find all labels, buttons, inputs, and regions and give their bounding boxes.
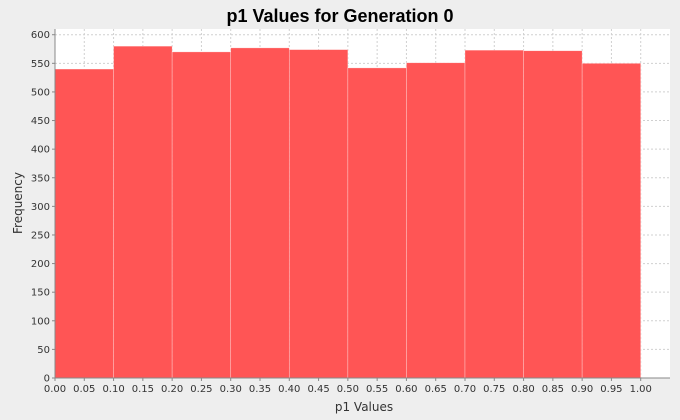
x-tick-label: 0.15: [132, 384, 154, 395]
histogram-bar: [464, 49, 524, 379]
histogram-bar: [347, 67, 407, 379]
y-tick-label: 400: [31, 145, 50, 156]
x-axis-ticks: 0.00 0.05 0.10 0.15 0.20 0.25 0.30 0.35 0.40 0.45…: [44, 378, 652, 395]
histogram-bar: [113, 45, 173, 379]
x-tick-label: 0.00: [44, 384, 66, 395]
x-tick-label: 0.90: [571, 384, 593, 395]
histogram-bar: [288, 49, 349, 379]
x-tick-label: 0.70: [454, 384, 476, 395]
y-tick-label: 450: [31, 116, 50, 127]
histogram-bar: [230, 47, 290, 379]
histogram-bar: [523, 50, 583, 379]
x-tick-label: 0.20: [161, 384, 183, 395]
x-tick-label: 0.80: [512, 384, 534, 395]
x-tick-label: 0.05: [73, 384, 95, 395]
y-tick-label: 350: [31, 173, 50, 184]
x-tick-label: 0.75: [483, 384, 505, 395]
chart-title: p1 Values for Generation 0: [226, 6, 453, 26]
histogram-bar: [171, 51, 232, 379]
histogram-bar: [581, 63, 642, 379]
x-tick-label: 0.35: [249, 384, 271, 395]
histogram-bar: [54, 68, 114, 379]
x-tick-label: 1.00: [630, 384, 652, 395]
y-tick-label: 550: [31, 59, 50, 70]
y-tick-label: 150: [31, 288, 50, 299]
x-axis-label: p1 Values: [335, 400, 393, 414]
x-tick-label: 0.95: [600, 384, 622, 395]
y-tick-label: 300: [31, 202, 50, 213]
y-tick-label: 600: [31, 30, 50, 41]
y-tick-label: 250: [31, 230, 50, 241]
x-tick-label: 0.45: [307, 384, 329, 395]
x-tick-label: 0.60: [395, 384, 417, 395]
x-tick-label: 0.65: [425, 384, 447, 395]
y-tick-label: 500: [31, 87, 50, 98]
y-axis-label: Frequency: [11, 172, 25, 234]
x-tick-label: 0.25: [190, 384, 212, 395]
axes: [54, 29, 670, 379]
y-tick-label: 0: [44, 374, 50, 385]
y-tick-label: 100: [31, 316, 50, 327]
x-tick-label: 0.30: [220, 384, 242, 395]
x-tick-label: 0.10: [102, 384, 124, 395]
y-axis-ticks: 0 50 100 150 200 250 300 350 400 450 500 550 600: [31, 30, 55, 385]
histogram-bar: [406, 62, 466, 379]
x-tick-label: 0.55: [366, 384, 388, 395]
y-tick-label: 200: [31, 259, 50, 270]
x-tick-label: 0.40: [278, 384, 300, 395]
x-tick-label: 0.50: [337, 384, 359, 395]
y-tick-label: 50: [37, 345, 50, 356]
bars: [54, 45, 642, 379]
x-tick-label: 0.85: [542, 384, 564, 395]
